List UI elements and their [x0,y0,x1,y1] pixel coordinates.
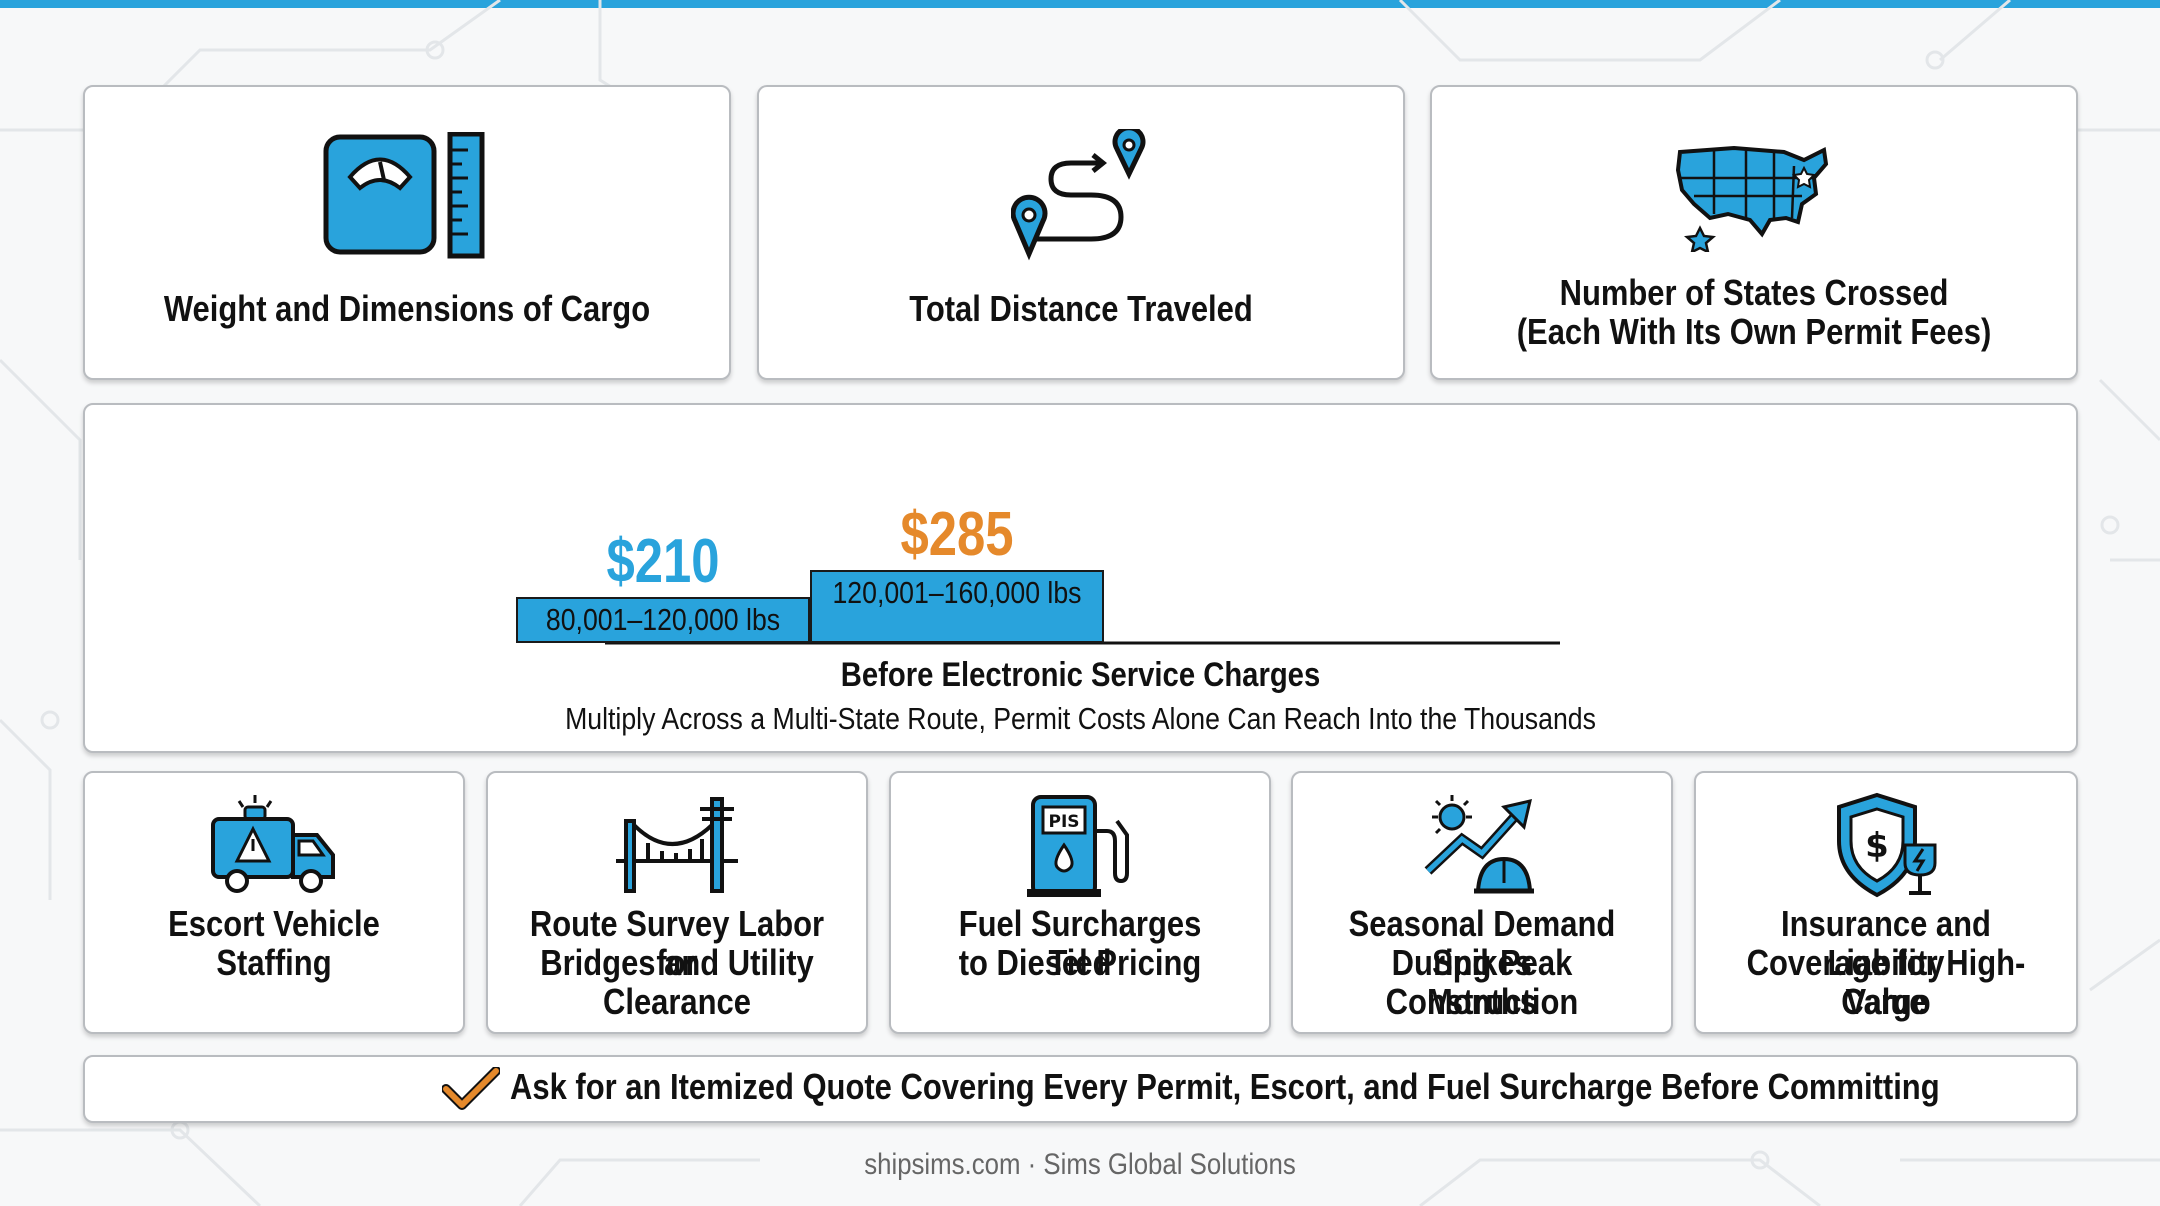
fuel-pump-icon: PIS [1027,795,1129,897]
demand-spike-icon [1424,795,1534,894]
usa-map-icon [1675,145,1829,252]
factor-label: Weight and Dimensions of Cargo [163,288,651,329]
factor-card-weight: Weight and Dimensions of Cargo [83,85,731,380]
route-pins-icon [1011,129,1146,261]
factor-label-line2: (Each With Its Own Permit Fees) [1516,311,1992,352]
chart-value-label: $210 [606,527,720,596]
cost-label-line3: Clearance [602,981,752,1022]
checkmark-icon [442,1067,500,1110]
cost-label-line3: Months [1426,981,1538,1022]
cost-label-line2: Coverage for High-Value [1746,942,2026,1022]
chart-caption: Before Electronic Service Charges [840,656,1321,694]
factor-label-line1: Number of States Crossed [1559,272,1949,313]
chart-bar [516,597,810,643]
cost-label-line2: to Diesel Pricing [958,942,1202,983]
top-accent-bar [0,0,2160,8]
cost-card-seasonal: Seasonal Demand Spikes During Peak Const… [1291,771,1673,1034]
chart-note: Multiply Across a Multi-State Route, Per… [565,701,1596,736]
cost-label-line1: Route Survey Labor for [529,903,825,983]
bridge-utility-icon [616,797,738,893]
chart-value-label: $285 [900,500,1014,569]
footer-credit: shipsims.com · Sims Global Solutions [864,1148,1296,1181]
chart-baseline [605,641,1560,645]
cta-text: Ask for an Itemized Quote Covering Every… [510,1066,1940,1107]
svg-text:$: $ [1865,826,1889,866]
chart-bar-category-label: 80,001–120,000 lbs [545,602,781,637]
chart-bar-category-label: 120,001–160,000 lbs [832,575,1082,610]
permit-cost-chart-card: 80,001–120,000 lbs $210 120,001–160,000 lb… [83,403,2078,753]
factor-card-states: Number of States Crossed (Each With Its … [1430,85,2078,380]
cost-label-line1: Seasonal Demand Spikes [1348,903,1616,983]
cost-card-insurance: $ Insurance and Liability Coverage for H… [1694,771,2078,1034]
factor-label: Total Distance Traveled [909,288,1253,329]
cost-label-line1: Insurance and Liability [1781,903,1991,983]
cost-card-fuel: PIS Fuel Surcharges Tied to Diesel Prici… [889,771,1271,1034]
cost-label-line2: During Peak Construction [1385,942,1579,1022]
factor-card-distance: Total Distance Traveled [757,85,1405,380]
cta-banner [83,1055,2078,1123]
svg-text:PIS: PIS [1048,812,1079,832]
cost-label-line1: Fuel Surcharges Tied [958,903,1202,983]
cost-label-line3: Cargo [1841,981,1931,1022]
insurance-shield-icon: $ [1837,792,1937,898]
escort-truck-icon [211,795,335,893]
cost-label-line1: Escort Vehicle [168,903,380,944]
chart-bar [810,570,1104,643]
cost-card-escort: Escort Vehicle Staffing [83,771,465,1034]
cost-card-route-survey: Route Survey Labor for Bridges and Utili… [486,771,868,1034]
permit-cost-chart: 80,001–120,000 lbs $210 120,001–160,000 lb… [85,405,2076,751]
cost-label-line2: Bridges and Utility [540,942,814,983]
cost-label-line2: Staffing [216,942,332,983]
scale-ruler-icon [323,132,485,259]
